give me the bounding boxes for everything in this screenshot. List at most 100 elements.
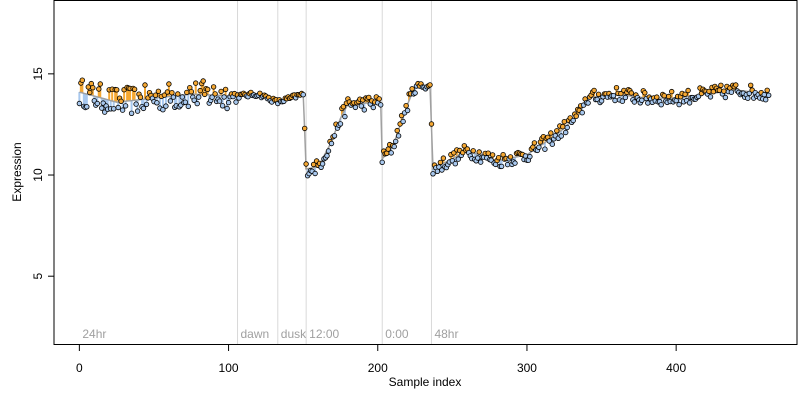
data-point	[564, 124, 570, 131]
data-point	[134, 108, 141, 114]
data-point	[128, 110, 135, 116]
data-point	[393, 138, 399, 145]
data-point	[560, 123, 566, 130]
data-point	[504, 161, 511, 168]
data-point	[212, 91, 218, 97]
data-point	[412, 90, 418, 96]
data-point	[378, 102, 384, 108]
region-label: 0:00	[385, 327, 409, 341]
data-point	[761, 91, 767, 98]
data-point	[331, 133, 338, 139]
data-point	[430, 171, 436, 177]
data-point	[188, 88, 194, 95]
data-point	[613, 84, 620, 91]
data-point	[570, 117, 576, 124]
data-point	[478, 159, 484, 165]
x-tick-label: 300	[517, 361, 537, 375]
data-point	[618, 90, 624, 97]
data-point	[87, 89, 93, 96]
data-point	[370, 104, 376, 111]
y-axis: 5 10 15	[31, 67, 54, 280]
data-point	[485, 150, 491, 156]
data-point	[639, 97, 645, 103]
data-point	[748, 82, 754, 88]
data-point	[113, 87, 120, 93]
data-point	[498, 163, 505, 170]
data-point	[439, 167, 445, 173]
data-point	[654, 94, 660, 100]
data-point	[548, 130, 554, 136]
data-point	[233, 99, 239, 105]
data-point	[340, 103, 347, 110]
x-tick-label: 100	[219, 361, 239, 375]
data-point	[631, 99, 638, 105]
data-point	[163, 103, 169, 109]
data-point	[512, 160, 518, 166]
data-point	[358, 103, 364, 109]
data-point	[328, 140, 335, 147]
data-point	[319, 161, 326, 167]
data-point	[476, 149, 482, 155]
data-point	[98, 105, 105, 111]
data-point	[554, 128, 560, 134]
region-label: dusk	[281, 327, 307, 341]
data-point	[391, 143, 397, 150]
data-point	[131, 86, 138, 92]
data-point	[122, 103, 129, 109]
data-point	[79, 77, 85, 83]
data-point	[210, 84, 217, 90]
data-point	[612, 97, 618, 104]
data-point	[118, 98, 124, 104]
data-point	[352, 104, 359, 111]
data-point	[164, 89, 171, 95]
data-point	[395, 133, 402, 139]
data-point	[455, 156, 461, 162]
region-label: 24hr	[82, 327, 106, 341]
data-point	[191, 97, 197, 103]
data-point	[361, 107, 367, 113]
data-point	[404, 107, 411, 114]
data-point	[628, 90, 635, 96]
data-point	[312, 170, 318, 177]
data-point	[764, 87, 770, 93]
data-point	[140, 105, 147, 112]
data-point	[718, 82, 724, 88]
region-labels: 24hr dawn dusk 12:00 0:00 48hr	[82, 327, 458, 341]
data-point	[342, 113, 348, 120]
data-point	[527, 153, 533, 160]
data-point	[706, 88, 712, 95]
data-point	[96, 86, 102, 92]
data-point	[195, 94, 202, 100]
data-point	[542, 146, 548, 152]
data-point	[470, 148, 476, 154]
data-point	[427, 82, 433, 88]
data-point	[685, 87, 691, 94]
data-point	[440, 155, 447, 161]
data-point	[185, 103, 191, 110]
data-point	[682, 91, 688, 97]
data-point	[209, 94, 215, 100]
data-point	[94, 100, 100, 107]
data-point	[721, 88, 727, 94]
data-point	[143, 101, 150, 108]
y-tick-label: 10	[31, 168, 45, 182]
data-point	[76, 100, 83, 107]
data-point	[558, 133, 564, 139]
data-point	[595, 91, 602, 97]
data-point	[366, 94, 372, 101]
data-point	[302, 125, 308, 132]
data-point	[152, 92, 159, 98]
data-point	[563, 129, 569, 136]
data-point	[222, 86, 229, 93]
x-axis-label: Sample index	[389, 375, 462, 389]
data-point	[437, 159, 444, 166]
data-point	[197, 87, 203, 94]
data-point	[728, 89, 735, 95]
data-point	[763, 96, 769, 103]
data-point	[591, 87, 597, 94]
x-tick-label: 0	[76, 361, 83, 375]
data-point	[409, 86, 415, 92]
data-point	[218, 88, 224, 95]
data-point	[531, 140, 538, 146]
